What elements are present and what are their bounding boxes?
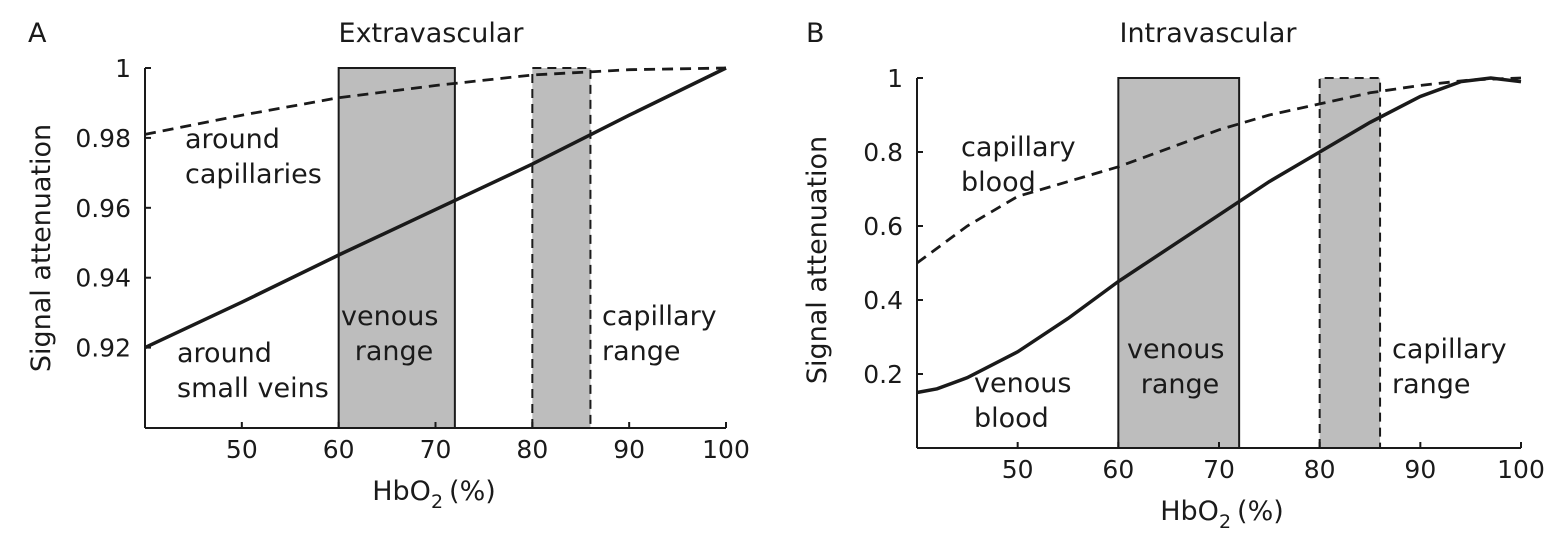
panel-a: 50 60 70 80 90 100 0.92 0.94 0.96 0.98 1 A Extrava…: [26, 18, 750, 513]
label-capillary-range-line-2: range: [602, 336, 681, 367]
x-tick-label: 90: [1404, 455, 1436, 484]
series-line-venous-blood: [916, 76, 1522, 395]
y-tick-label: 0.4: [863, 286, 903, 315]
label-venous-blood-line-2: blood: [974, 403, 1049, 434]
x-axis-label-main: HbO: [372, 476, 431, 507]
label-capillary-blood: capillary blood: [961, 132, 1084, 198]
label-capillary-range: capillary range: [602, 301, 725, 367]
x-tick-label: 100: [1497, 455, 1545, 484]
capillary-range-band: [1319, 78, 1381, 448]
y-tick-label: 0.8: [863, 138, 903, 167]
series-line-capillary-blood: [916, 76, 1522, 265]
series-curves: [144, 66, 727, 350]
x-axis-label-unit: (%): [1237, 496, 1284, 527]
x-axis-label: HbO2 (%): [1160, 496, 1284, 533]
y-tick-label: 0.6: [863, 212, 903, 241]
y-tick-label: 0.98: [75, 124, 131, 153]
axis-ticks: 50 60 70 80 90 100 0.2 0.4 0.6 0.8 1: [863, 64, 1545, 484]
label-venous-range: venous range: [341, 301, 447, 367]
x-tick-label: 70: [420, 435, 452, 464]
x-tick-label: 50: [1002, 455, 1034, 484]
series-line-around-small-veins: [144, 66, 727, 350]
label-capillary-blood-line-1: capillary: [961, 132, 1076, 163]
chart-title: Extravascular: [339, 18, 525, 49]
capillary-range-band: [532, 68, 591, 428]
label-venous-range: venous range: [1127, 334, 1233, 400]
venous-range-outline: [337, 67, 456, 428]
y-tick-label: 1: [887, 64, 903, 93]
x-tick-label: 100: [702, 435, 750, 464]
range-bands: [1117, 77, 1382, 448]
x-tick-label: 60: [1102, 455, 1134, 484]
x-tick-label: 50: [226, 435, 258, 464]
chart-title: Intravascular: [1119, 18, 1297, 49]
panel-letter: B: [806, 18, 825, 49]
label-around-small-veins: around small veins: [177, 338, 329, 404]
y-tick-label: 0.2: [863, 360, 903, 389]
x-axis-label: HbO2 (%): [372, 476, 496, 513]
capillary-range-outline: [1318, 77, 1382, 448]
label-capillary-range-line-1: capillary: [1392, 334, 1507, 365]
venous-range-outline: [1117, 77, 1241, 448]
y-tick-label: 0.96: [75, 194, 131, 223]
y-tick-label: 1: [115, 54, 131, 83]
x-axis-label-main: HbO: [1160, 496, 1219, 527]
label-around-small-veins-line-1: around: [177, 338, 272, 369]
label-venous-range-line-2: range: [355, 336, 434, 367]
label-around-capillaries-line-1: around: [185, 124, 280, 155]
label-venous-blood-line-1: venous: [974, 368, 1071, 399]
label-capillary-range-line-2: range: [1392, 369, 1471, 400]
series-line-around-capillaries: [144, 66, 727, 136]
label-around-capillaries-line-2: capillaries: [185, 159, 322, 190]
label-venous-range-line-1: venous: [1127, 334, 1224, 365]
y-axis-label: Signal attenuation: [26, 124, 57, 372]
series-curves: [916, 76, 1522, 395]
x-tick-label: 60: [323, 435, 355, 464]
label-capillary-range: capillary range: [1392, 334, 1515, 400]
axis-ticks: 50 60 70 80 90 100 0.92 0.94 0.96 0.98 1: [75, 54, 750, 464]
x-axis-label-sub: 2: [1219, 511, 1231, 533]
x-tick-label: 70: [1203, 455, 1235, 484]
label-venous-range-line-2: range: [1141, 369, 1220, 400]
x-axis-label-unit: (%): [449, 476, 496, 507]
label-capillary-blood-line-2: blood: [961, 167, 1036, 198]
x-tick-label: 80: [1304, 455, 1336, 484]
panel-b: 50 60 70 80 90 100 0.2 0.4 0.6 0.8 1 B Intravascul…: [802, 18, 1545, 533]
panel-letter: A: [28, 18, 47, 49]
range-bands: [337, 67, 592, 428]
label-venous-range-line-1: venous: [341, 301, 438, 332]
label-around-small-veins-line-2: small veins: [177, 373, 329, 404]
venous-range-band: [1118, 78, 1240, 448]
label-around-capillaries: around capillaries: [185, 124, 322, 190]
y-axis-label: Signal attenuation: [802, 136, 833, 384]
y-tick-label: 0.94: [75, 264, 131, 293]
x-tick-label: 80: [516, 435, 548, 464]
y-tick-label: 0.92: [75, 334, 131, 363]
capillary-range-outline: [531, 67, 592, 428]
label-venous-blood: venous blood: [974, 368, 1080, 434]
x-tick-label: 90: [613, 435, 645, 464]
x-axis-label-sub: 2: [431, 491, 443, 513]
venous-range-band: [338, 68, 455, 428]
label-capillary-range-line-1: capillary: [602, 301, 717, 332]
